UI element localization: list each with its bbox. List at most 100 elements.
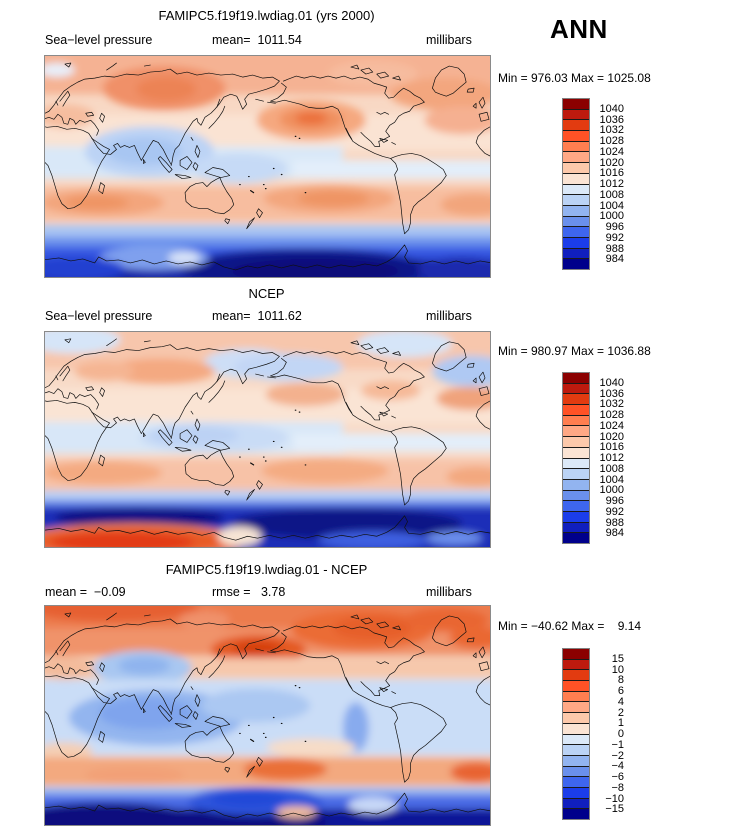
colorbar-tick-label: 1 xyxy=(617,717,624,730)
colorbar-cell xyxy=(563,501,589,512)
colorbar-tick-label: 1000 xyxy=(599,484,624,497)
colorbar-tick-label: 1012 xyxy=(599,178,624,190)
colorbar-tick-label: 8 xyxy=(617,674,624,687)
colorbar-tick-label: −1 xyxy=(611,738,624,751)
colorbar-cell xyxy=(563,522,589,534)
panel-title-ncep: NCEP xyxy=(248,286,285,301)
colorbar-cell xyxy=(563,755,589,767)
colorbar-tick-label: 1040 xyxy=(599,102,624,115)
colorbar-tick-label: 1028 xyxy=(599,135,624,147)
units-label-ncep: millibars xyxy=(426,309,472,323)
colorbar-diff xyxy=(562,648,590,820)
units-label-model: millibars xyxy=(426,33,472,47)
colorbar-tick-label: 996 xyxy=(605,221,624,233)
colorbar-cell xyxy=(563,723,589,735)
colorbar-tick-label: 1028 xyxy=(599,409,624,421)
colorbar-tick-label: 1020 xyxy=(599,156,624,169)
colorbar-tick-label: 1000 xyxy=(599,210,624,223)
colorbar-labels-ncep: 1040 1036 1032 1028 1024 1020 1016 1012 1008 1004… xyxy=(594,372,624,544)
colorbar-cell xyxy=(563,426,589,438)
colorbar-cell xyxy=(563,259,589,269)
colorbar-cell xyxy=(563,173,589,185)
mean-value-ncep: mean= 1011.62 xyxy=(212,309,302,323)
variable-label-model: Sea−level pressure xyxy=(45,33,153,47)
colorbar-cell xyxy=(563,237,589,249)
colorbar-tick-label: −6 xyxy=(611,771,624,783)
colorbar-tick-label: 2 xyxy=(617,706,624,719)
colorbar-tick-label: 992 xyxy=(605,231,624,244)
colorbar-tick-label: 1004 xyxy=(599,199,624,212)
colorbar-cell xyxy=(563,184,589,196)
colorbar-cell xyxy=(563,511,589,523)
colorbar-labels-model: 1040 1036 1032 1028 1024 1020 1016 1012 1008 1004… xyxy=(594,98,624,270)
colorbar-cell xyxy=(563,533,589,543)
colorbar-cell xyxy=(563,131,589,142)
mean-value-model: mean= 1011.54 xyxy=(212,33,302,47)
colorbar-tick-label: 1008 xyxy=(599,462,624,475)
colorbar-cell xyxy=(563,691,589,703)
colorbar-cell xyxy=(563,437,589,448)
colorbar-cell xyxy=(563,670,589,682)
season-label: ANN xyxy=(550,14,608,44)
colorbar-cell xyxy=(563,227,589,238)
colorbar-cell xyxy=(563,809,589,819)
colorbar-cell xyxy=(563,745,589,756)
colorbar-cell xyxy=(563,141,589,153)
colorbar-tick-label: 1024 xyxy=(599,145,624,158)
colorbar-cell xyxy=(563,405,589,416)
colorbar-tick-label: 1040 xyxy=(599,376,624,389)
colorbar-tick-label: 1012 xyxy=(599,452,624,464)
colorbar-cell xyxy=(563,458,589,470)
colorbar-cell xyxy=(563,479,589,491)
colorbar-cell xyxy=(563,649,589,660)
colorbar-cell xyxy=(563,766,589,778)
rmse-value-diff: rmse = 3.78 xyxy=(212,585,286,599)
colorbar-tick-label: 4 xyxy=(617,695,624,708)
colorbar-cell xyxy=(563,248,589,260)
colorbar-tick-label: 0 xyxy=(617,728,624,740)
colorbar-cell xyxy=(563,383,589,395)
colorbar-cell xyxy=(563,713,589,724)
colorbar-cell xyxy=(563,152,589,164)
colorbar-tick-label: 1036 xyxy=(599,387,624,400)
colorbar-cell xyxy=(563,394,589,406)
colorbar-cell xyxy=(563,681,589,692)
colorbar-cell xyxy=(563,99,589,110)
minmax-label-model: Min = 976.03 Max = 1025.08 xyxy=(498,71,651,85)
colorbar-tick-label: 988 xyxy=(605,516,624,529)
colorbar-tick-label: −4 xyxy=(611,760,624,773)
colorbar-cell xyxy=(563,195,589,206)
colorbar-model xyxy=(562,98,590,270)
minmax-label-diff: Min = −40.62 Max = 9.14 xyxy=(498,619,642,633)
colorbar-cell xyxy=(563,415,589,427)
colorbar-tick-label: 1036 xyxy=(599,113,624,126)
colorbar-cell xyxy=(563,659,589,671)
colorbar-tick-label: −2 xyxy=(611,749,624,762)
colorbar-tick-label: 1024 xyxy=(599,419,624,432)
colorbar-tick-label: 10 xyxy=(611,663,624,676)
panel-title-diff: FAMIPC5.f19f19.lwdiag.01 - NCEP xyxy=(165,562,368,577)
colorbar-cell xyxy=(563,109,589,121)
colorbar-cell xyxy=(563,120,589,132)
colorbar-tick-label: 1032 xyxy=(599,398,624,411)
colorbar-labels-diff: 15 10 8 6 4 2 1 0 −1 −2 −4 −6 −8 −10 −15 xyxy=(594,648,624,820)
colorbar-tick-label: 1016 xyxy=(599,167,624,180)
colorbar-tick-label: 1032 xyxy=(599,124,624,137)
colorbar-cell xyxy=(563,798,589,810)
colorbar-cell xyxy=(563,490,589,502)
colorbar-tick-label: 1008 xyxy=(599,188,624,201)
colorbar-cell xyxy=(563,205,589,217)
minmax-label-ncep: Min = 980.97 Max = 1036.88 xyxy=(498,344,651,358)
panel-title-model: FAMIPC5.f19f19.lwdiag.01 (yrs 2000) xyxy=(158,8,375,23)
colorbar-ncep xyxy=(562,372,590,544)
colorbar-tick-label: −8 xyxy=(611,781,624,794)
colorbar-cell xyxy=(563,469,589,480)
colorbar-tick-label: 15 xyxy=(611,652,624,665)
colorbar-tick-label: 1004 xyxy=(599,473,624,486)
map-model xyxy=(44,55,491,278)
colorbar-cell xyxy=(563,702,589,714)
mean-value-diff: mean = −0.09 xyxy=(45,585,126,599)
colorbar-cell xyxy=(563,216,589,228)
colorbar-cell xyxy=(563,734,589,746)
colorbar-cell xyxy=(563,447,589,459)
